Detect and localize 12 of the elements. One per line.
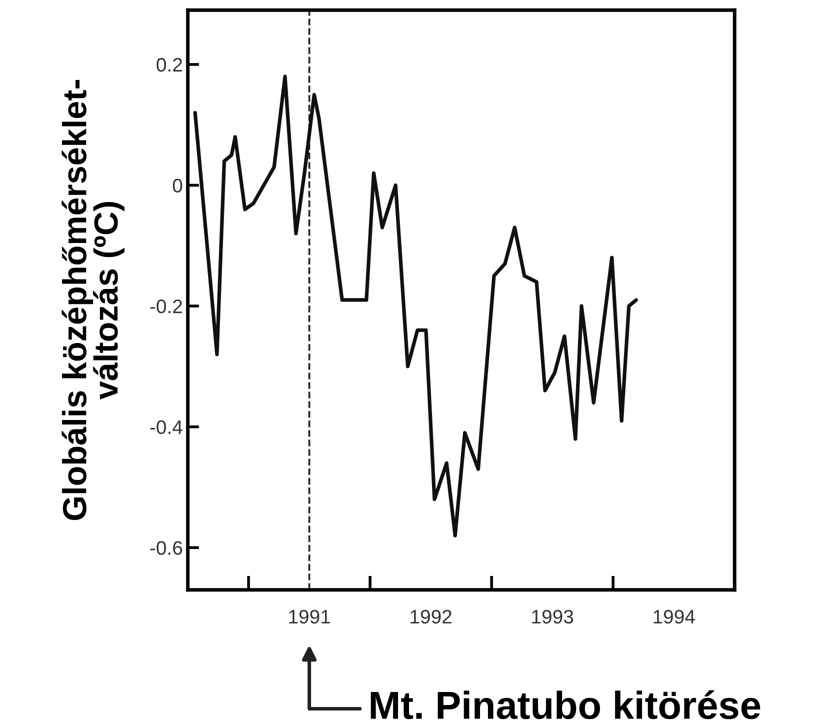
line-series: [193, 74, 638, 538]
y-tick-label: 0: [172, 178, 182, 192]
x-tick-label: 1992: [410, 610, 452, 624]
x-tick-label: 1991: [289, 610, 330, 624]
y-tick-label: -0.4: [150, 420, 182, 434]
text: Mt. Pinatubo kitörése: [370, 690, 760, 720]
y-axis-title: Globális középhőmérséklet- változás (ºC): [62, 80, 124, 520]
y-tick-label: 0.2: [156, 58, 182, 72]
y-tick-label: -0.2: [150, 300, 182, 314]
y-tick-label: -0.6: [150, 541, 182, 555]
x-tick-label: 1993: [532, 610, 574, 624]
x-tick-label: 1994: [654, 610, 695, 624]
